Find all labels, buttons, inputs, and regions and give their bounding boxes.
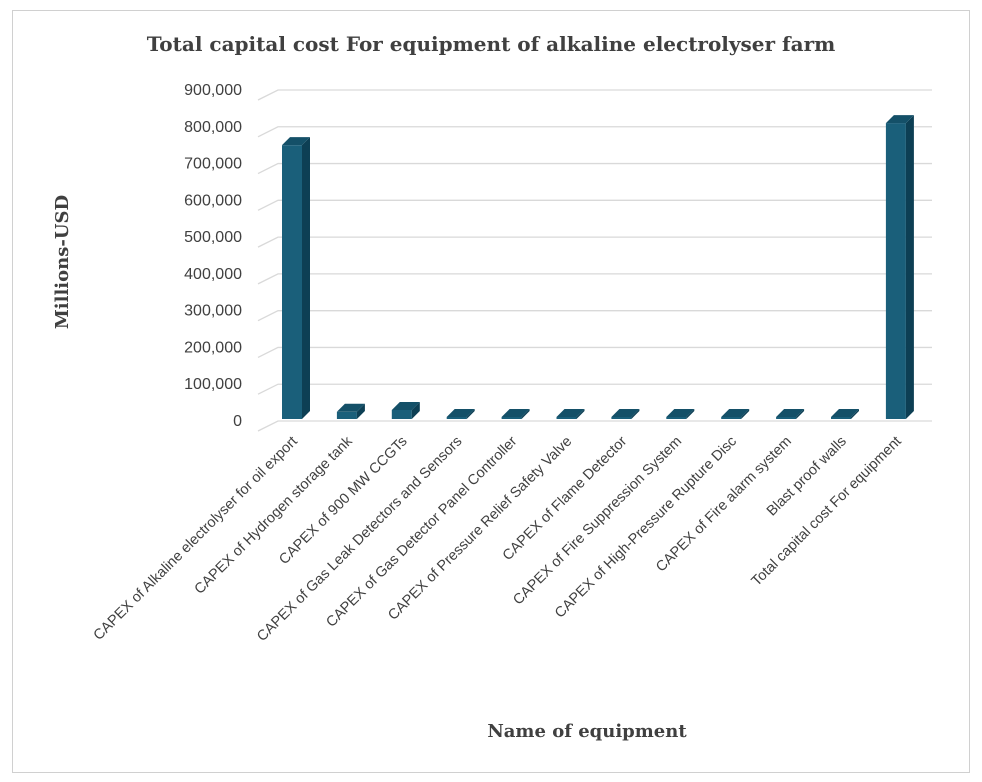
bar-side: [466, 409, 475, 419]
gridline: [257, 89, 932, 101]
bar-front: [885, 123, 906, 419]
bar-side: [521, 409, 530, 419]
bar: [721, 409, 750, 419]
bar-front: [391, 409, 412, 419]
bar-front: [721, 417, 742, 419]
bar-side: [741, 409, 750, 419]
y-tick-label: 600,000: [184, 192, 242, 209]
bar-front: [831, 417, 851, 419]
bar-side: [302, 137, 310, 419]
bar-front: [556, 417, 577, 419]
bar-front: [666, 417, 687, 419]
gridline: [257, 199, 932, 211]
chart-frame: [12, 10, 970, 773]
bar-side: [411, 401, 420, 419]
bar: [776, 409, 805, 419]
bar-side: [796, 409, 805, 419]
x-tick-label: CAPEX of Gas Detector Panel Controller: [323, 433, 520, 630]
bar-side: [356, 403, 365, 419]
bar-front: [336, 411, 357, 419]
gridline: [257, 162, 932, 175]
bar: [611, 409, 640, 419]
y-axis-ticks: 0 100,000 200,000 300,000 400,000 500,000 600,…: [184, 82, 242, 430]
bar: [391, 401, 420, 419]
bars: [282, 115, 914, 419]
y-tick-label: 100,000: [184, 376, 242, 393]
bar-top: [501, 409, 530, 417]
bar-side: [686, 409, 695, 419]
bar-front: [611, 417, 632, 419]
bar-side: [905, 115, 914, 419]
gridline: [257, 273, 932, 285]
y-tick-label: 900,000: [184, 82, 242, 99]
x-tick-label: CAPEX of Gas Leak Detectors and Sensors: [254, 434, 465, 645]
bar-top: [556, 409, 585, 417]
y-tick-label: 500,000: [184, 229, 242, 246]
y-tick-label: 300,000: [184, 303, 242, 320]
bar-top: [721, 409, 750, 417]
y-tick-label: 400,000: [184, 266, 242, 283]
gridline: [257, 126, 932, 138]
bar-front: [776, 417, 797, 419]
bar: [336, 403, 365, 419]
bar-front: [446, 417, 467, 419]
bar-side: [631, 409, 640, 419]
y-tick-label: 700,000: [184, 156, 242, 173]
gridline: [257, 236, 932, 248]
bar-top: [776, 409, 805, 417]
bar-top: [666, 409, 695, 417]
bar: [885, 115, 914, 419]
bar-top: [885, 115, 914, 124]
y-tick-label: 800,000: [184, 119, 242, 136]
y-tick-label: 200,000: [184, 339, 242, 356]
x-axis-title: Name of equipment: [487, 721, 687, 742]
bar-side: [576, 409, 585, 419]
bar-top: [336, 403, 365, 412]
bar-front: [282, 145, 302, 419]
bar: [501, 409, 530, 419]
bar: [282, 137, 310, 419]
bar-top: [446, 409, 475, 417]
gridline: [257, 420, 932, 432]
x-axis-ticks: CAPEX of Alkaline electrolyser for oil e…: [91, 433, 905, 645]
x-tick-label: CAPEX of Alkaline electrolyser for oil e…: [91, 434, 301, 644]
y-axis-title: Millions-USD: [52, 195, 73, 329]
bar-side: [851, 409, 859, 419]
bar: [556, 409, 585, 419]
gridline: [257, 346, 932, 359]
bar-front: [501, 417, 522, 419]
gridline: [257, 383, 932, 395]
y-tick-label: 0: [233, 413, 242, 430]
bar: [666, 409, 695, 419]
grid-lines: [257, 89, 932, 432]
bar-top: [282, 137, 310, 146]
bar: [831, 409, 859, 419]
bar-top: [611, 409, 640, 417]
bar: [446, 409, 475, 419]
bar-top: [831, 409, 859, 417]
chart-title: Total capital cost For equipment of alka…: [147, 32, 836, 56]
bar-top: [391, 401, 420, 410]
gridline: [257, 310, 932, 322]
